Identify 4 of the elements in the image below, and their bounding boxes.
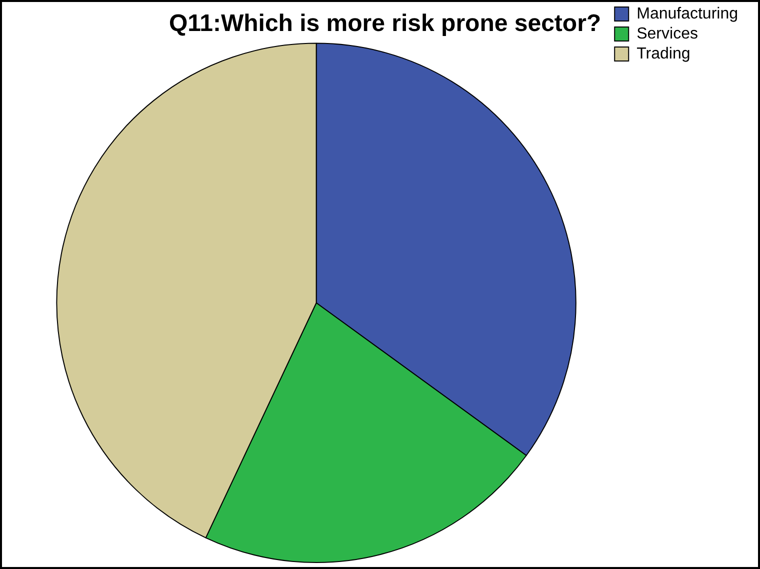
legend-label: Services [636,25,698,42]
legend-label: Manufacturing [636,5,738,22]
chart-title: Q11:Which is more risk prone sector? [168,10,602,38]
legend-label: Trading [636,45,690,62]
